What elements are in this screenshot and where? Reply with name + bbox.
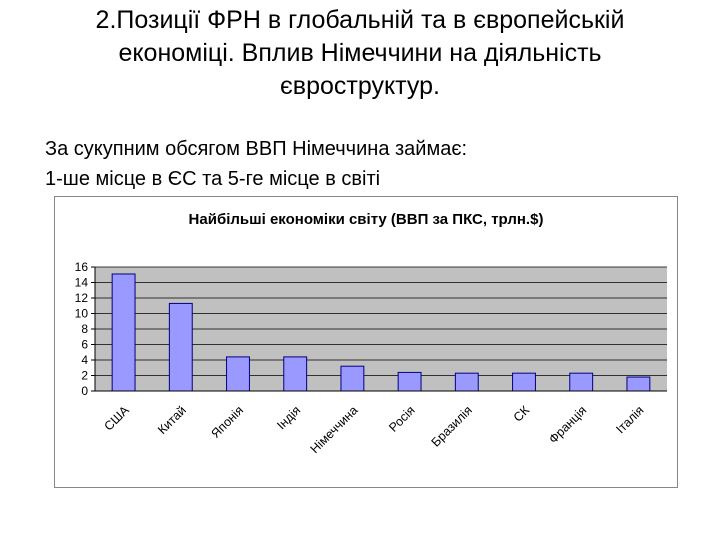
x-category-label: Росія [386,403,417,434]
bar-chart: Найбільші економіки світу (ВВП за ПКС, т… [75,211,667,456]
bar [340,365,365,392]
y-tick-label: 14 [75,276,89,290]
slide-title-line: 2.Позиції ФРН в глобальній та в європейс… [95,6,625,34]
y-tick-label: 8 [81,322,88,336]
bar [226,356,250,392]
x-category-label: Китай [155,403,189,437]
slide-title: 2.Позиції ФРН в глобальній та в європейс… [20,4,700,103]
y-tick-label: 4 [81,353,88,367]
slide-title-line: економіці. Вплив Німеччини на діяльність [118,39,602,67]
body-line: 1-ше місце в ЄС та 5-ге місце в світі [45,168,381,190]
body-line: За сукупним обсягом ВВП Німеччина займає… [45,138,468,160]
bar [111,273,136,392]
y-tick-label: 10 [75,307,89,321]
y-tick-label: 12 [75,291,89,305]
y-tick-label: 2 [81,369,88,383]
y-tick-label: 0 [81,384,88,398]
bar [569,372,594,392]
x-category-label: Франція [546,403,589,446]
x-category-label: США [101,403,132,434]
x-category-label: СК [511,403,533,425]
x-category-label: Італія [613,403,646,436]
bar [397,371,422,392]
x-category-label: Японія [209,403,247,441]
bar [512,372,536,392]
x-category-label: Бразилія [429,403,475,449]
y-tick-label: 16 [75,260,89,274]
bars [111,273,651,392]
chart-title: Найбільші економіки світу (ВВП за ПКС, т… [189,211,544,228]
x-axis-categories: США Китай Японія Індія Німеччина Росія Бразилі… [101,403,646,456]
bar [283,356,308,392]
bar [626,376,651,392]
bar [454,372,479,392]
slide-title-line: євроструктур. [280,72,440,100]
slide-body-text: За сукупним обсягом ВВП Німеччина займає… [45,134,685,194]
x-category-label: Німеччина [308,403,361,456]
bar [168,302,193,392]
y-tick-label: 6 [81,338,88,352]
chart-frame: Найбільші економіки світу (ВВП за ПКС, т… [54,196,678,488]
x-category-label: Індія [274,403,303,432]
